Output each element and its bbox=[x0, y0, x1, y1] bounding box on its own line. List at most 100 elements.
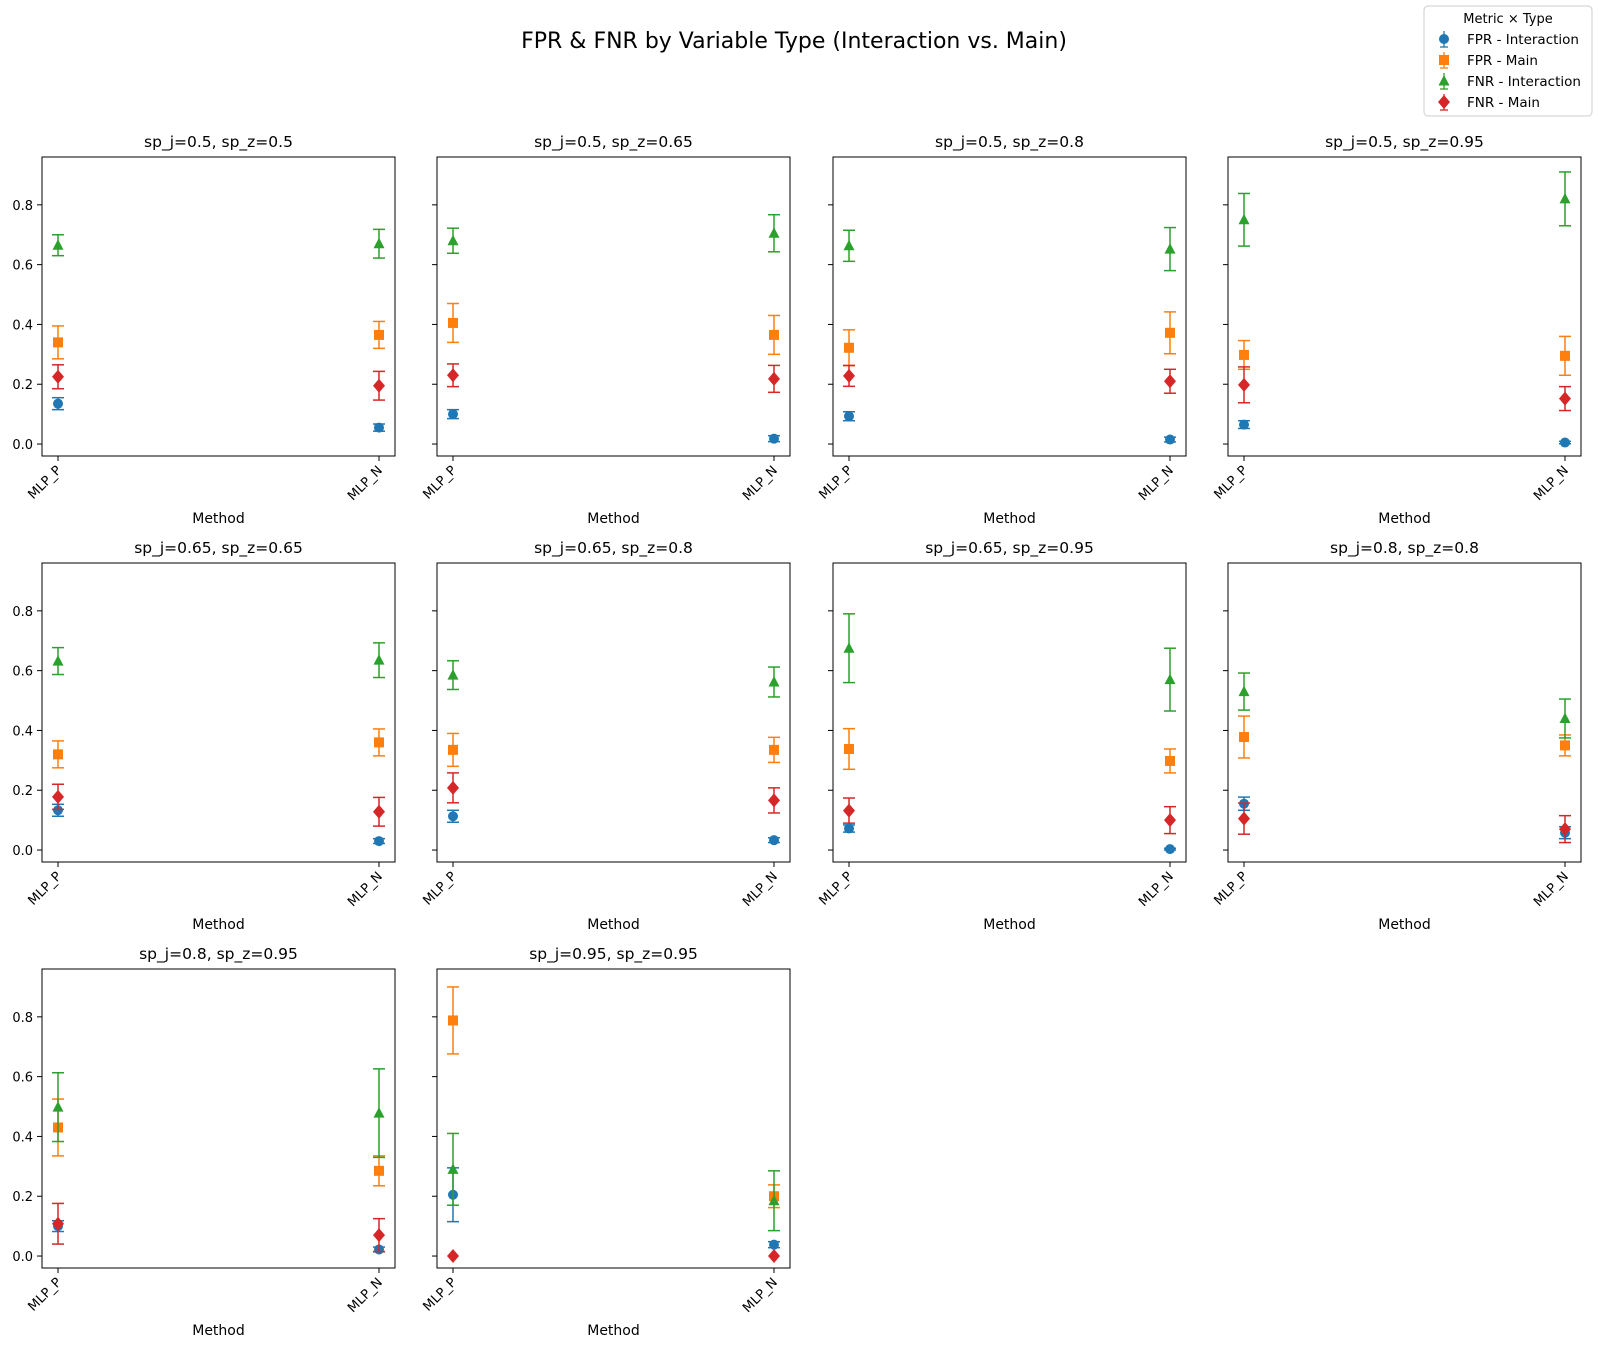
data-point bbox=[1559, 192, 1571, 204]
subplot: sp_j=0.65, sp_z=0.95 MLP_P MLP_N Method bbox=[816, 539, 1187, 933]
data-point bbox=[448, 744, 458, 755]
data-point bbox=[52, 1101, 64, 1112]
data-point bbox=[374, 329, 384, 340]
data-point bbox=[1559, 712, 1571, 723]
y-tick-label: 0.2 bbox=[12, 1190, 33, 1205]
y-tick-label: 0.2 bbox=[12, 378, 33, 393]
data-point bbox=[1559, 822, 1571, 837]
y-tick-label: 0.0 bbox=[12, 844, 33, 859]
plot-frame bbox=[1227, 156, 1582, 457]
data-point bbox=[374, 1165, 384, 1176]
data-point bbox=[844, 743, 854, 754]
data-point bbox=[374, 836, 384, 847]
data-point bbox=[768, 1194, 780, 1206]
subplot-title: sp_j=0.65, sp_z=0.65 bbox=[134, 539, 303, 558]
x-axis-label: Method bbox=[1378, 917, 1431, 933]
legend-marker-icon bbox=[1439, 55, 1449, 65]
subplot-title: sp_j=0.65, sp_z=0.8 bbox=[534, 539, 693, 558]
legend-marker-icon bbox=[1438, 75, 1450, 86]
x-tick-label: MLP_N bbox=[345, 1275, 386, 1316]
x-tick-label: MLP_P bbox=[25, 869, 64, 908]
x-tick-label: MLP_P bbox=[25, 463, 64, 502]
y-tick-label: 0.6 bbox=[12, 1071, 33, 1086]
data-point bbox=[447, 780, 459, 795]
data-point bbox=[769, 329, 779, 340]
plot-frame bbox=[436, 562, 791, 863]
subplot-title: sp_j=0.5, sp_z=0.65 bbox=[534, 133, 693, 152]
data-point bbox=[1238, 377, 1250, 392]
x-axis-label: Method bbox=[587, 1323, 640, 1339]
subplot: sp_j=0.5, sp_z=0.5 0.0 0.2 0.4 0.6 0.8 MLP_P ML… bbox=[12, 133, 396, 527]
data-point bbox=[53, 805, 63, 816]
data-point bbox=[843, 642, 855, 653]
data-point bbox=[1164, 813, 1176, 828]
data-point bbox=[1238, 213, 1250, 225]
legend-label: FNR - Main bbox=[1467, 95, 1540, 111]
x-tick-label: MLP_P bbox=[420, 869, 459, 908]
subplot: sp_j=0.65, sp_z=0.8 MLP_P MLP_N Method bbox=[420, 539, 791, 933]
x-tick-label: MLP_N bbox=[1136, 869, 1177, 910]
legend-marker-icon bbox=[1438, 95, 1450, 109]
data-point bbox=[1165, 844, 1175, 855]
legend-title: Metric × Type bbox=[1463, 12, 1552, 27]
x-axis-label: Method bbox=[983, 917, 1036, 933]
x-tick-label: MLP_P bbox=[1211, 869, 1250, 908]
figure-title: FPR & FNR by Variable Type (Interaction … bbox=[521, 29, 1067, 54]
x-tick-label: MLP_N bbox=[345, 869, 386, 910]
subplot: sp_j=0.8, sp_z=0.95 0.0 0.2 0.4 0.6 0.8 MLP_P M… bbox=[12, 945, 396, 1339]
legend-entry: FPR - Interaction bbox=[1439, 31, 1579, 48]
plot-frame bbox=[41, 968, 396, 1269]
data-point bbox=[1239, 732, 1249, 743]
x-tick-label: MLP_N bbox=[740, 869, 781, 910]
data-point bbox=[769, 835, 779, 846]
data-point bbox=[844, 823, 854, 834]
legend-frame bbox=[1423, 5, 1593, 117]
data-point bbox=[448, 811, 458, 822]
y-tick-label: 0.0 bbox=[12, 1250, 33, 1265]
data-point bbox=[52, 789, 64, 804]
legend: Metric × Type FPR - Interaction FPR - Main… bbox=[1423, 5, 1593, 117]
data-point bbox=[844, 411, 854, 422]
x-axis-label: Method bbox=[192, 917, 245, 933]
data-point bbox=[374, 737, 384, 748]
data-point bbox=[448, 1015, 458, 1026]
subplot-title: sp_j=0.8, sp_z=0.95 bbox=[139, 945, 298, 964]
x-tick-label: MLP_N bbox=[1136, 463, 1177, 504]
data-point bbox=[373, 654, 385, 665]
plot-frame bbox=[832, 562, 1187, 863]
data-point bbox=[1165, 327, 1175, 338]
data-point bbox=[447, 234, 459, 246]
data-point bbox=[1165, 755, 1175, 766]
data-point bbox=[1560, 350, 1570, 361]
x-axis-label: Method bbox=[587, 917, 640, 933]
data-point bbox=[843, 368, 855, 383]
data-point bbox=[448, 317, 458, 328]
subplot-title: sp_j=0.5, sp_z=0.95 bbox=[1325, 133, 1484, 152]
data-point bbox=[1164, 673, 1176, 685]
legend-label: FPR - Main bbox=[1467, 53, 1538, 69]
x-axis-label: Method bbox=[587, 511, 640, 527]
legend-label: FPR - Interaction bbox=[1467, 32, 1579, 48]
x-tick-label: MLP_N bbox=[1531, 463, 1572, 504]
data-point bbox=[768, 676, 780, 687]
subplot-grid: sp_j=0.5, sp_z=0.5 0.0 0.2 0.4 0.6 0.8 MLP_P ML… bbox=[12, 133, 1582, 1339]
x-tick-label: MLP_N bbox=[740, 1275, 781, 1316]
data-point bbox=[1164, 374, 1176, 389]
x-axis-label: Method bbox=[1378, 511, 1431, 527]
x-tick-label: MLP_N bbox=[1531, 869, 1572, 910]
plot-frame bbox=[1227, 562, 1582, 863]
subplot-title: sp_j=0.8, sp_z=0.8 bbox=[1330, 539, 1479, 558]
x-tick-label: MLP_P bbox=[420, 463, 459, 502]
data-point bbox=[373, 237, 385, 249]
data-point bbox=[52, 239, 64, 250]
data-point bbox=[1164, 243, 1176, 254]
subplot: sp_j=0.95, sp_z=0.95 MLP_P MLP_N Method bbox=[420, 945, 791, 1339]
x-tick-label: MLP_P bbox=[420, 1275, 459, 1314]
data-point bbox=[52, 655, 64, 666]
plot-frame bbox=[832, 156, 1187, 457]
data-point bbox=[1239, 349, 1249, 360]
data-point bbox=[53, 749, 63, 760]
y-tick-label: 0.2 bbox=[12, 784, 33, 799]
y-tick-label: 0.4 bbox=[12, 1130, 33, 1145]
data-point bbox=[1238, 685, 1250, 697]
